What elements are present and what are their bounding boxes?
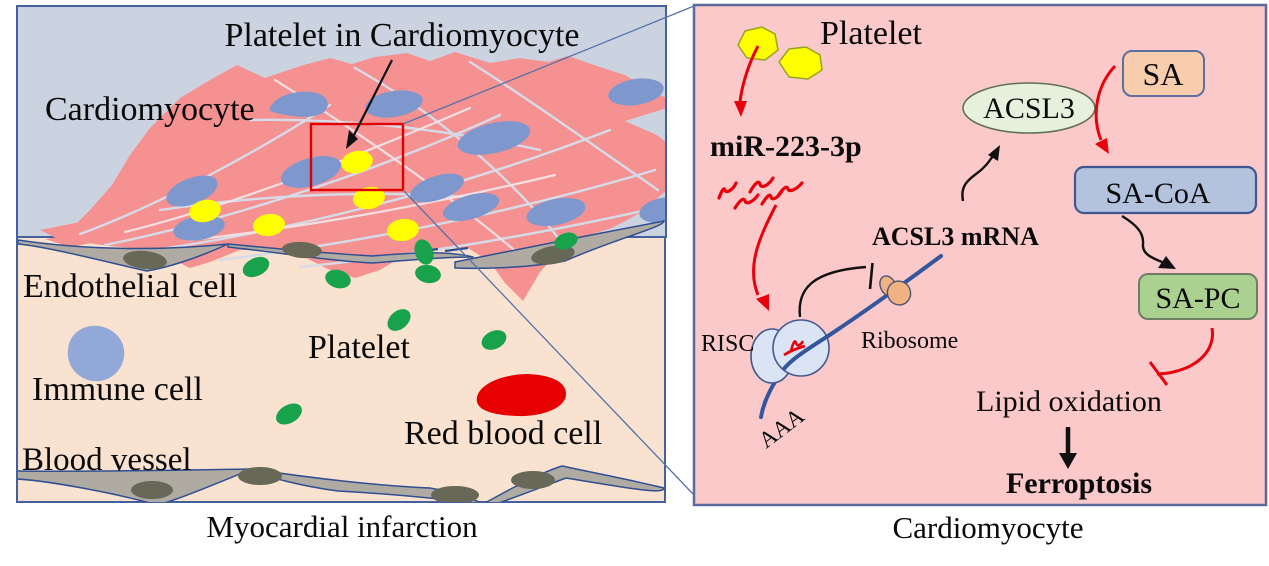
svg-text:Platelet: Platelet — [820, 15, 923, 52]
svg-text:RISC: RISC — [701, 331, 754, 357]
svg-text:Myocardial infarction: Myocardial infarction — [206, 509, 478, 544]
svg-text:Red blood cell: Red blood cell — [404, 415, 602, 452]
svg-text:Endothelial cell: Endothelial cell — [23, 268, 237, 305]
svg-text:Immune cell: Immune cell — [32, 371, 203, 408]
svg-text:Lipid oxidation: Lipid oxidation — [976, 385, 1162, 418]
svg-text:Ferroptosis: Ferroptosis — [1006, 467, 1152, 500]
svg-text:Cardiomyocyte: Cardiomyocyte — [45, 91, 255, 128]
svg-text:ACSL3: ACSL3 — [983, 92, 1075, 125]
svg-text:Platelet in Cardiomyocyte: Platelet in Cardiomyocyte — [224, 17, 579, 54]
svg-text:ACSL3 mRNA: ACSL3 mRNA — [872, 222, 1039, 251]
svg-text:SA-CoA: SA-CoA — [1105, 177, 1210, 210]
svg-text:SA: SA — [1143, 56, 1184, 92]
svg-text:Blood vessel: Blood vessel — [22, 442, 192, 478]
svg-text:SA-PC: SA-PC — [1155, 282, 1240, 315]
svg-text:Ribosome: Ribosome — [861, 328, 958, 354]
svg-text:Platelet: Platelet — [308, 329, 411, 366]
svg-text:Cardiomyocyte: Cardiomyocyte — [892, 510, 1083, 545]
svg-text:miR-223-3p: miR-223-3p — [710, 130, 862, 163]
